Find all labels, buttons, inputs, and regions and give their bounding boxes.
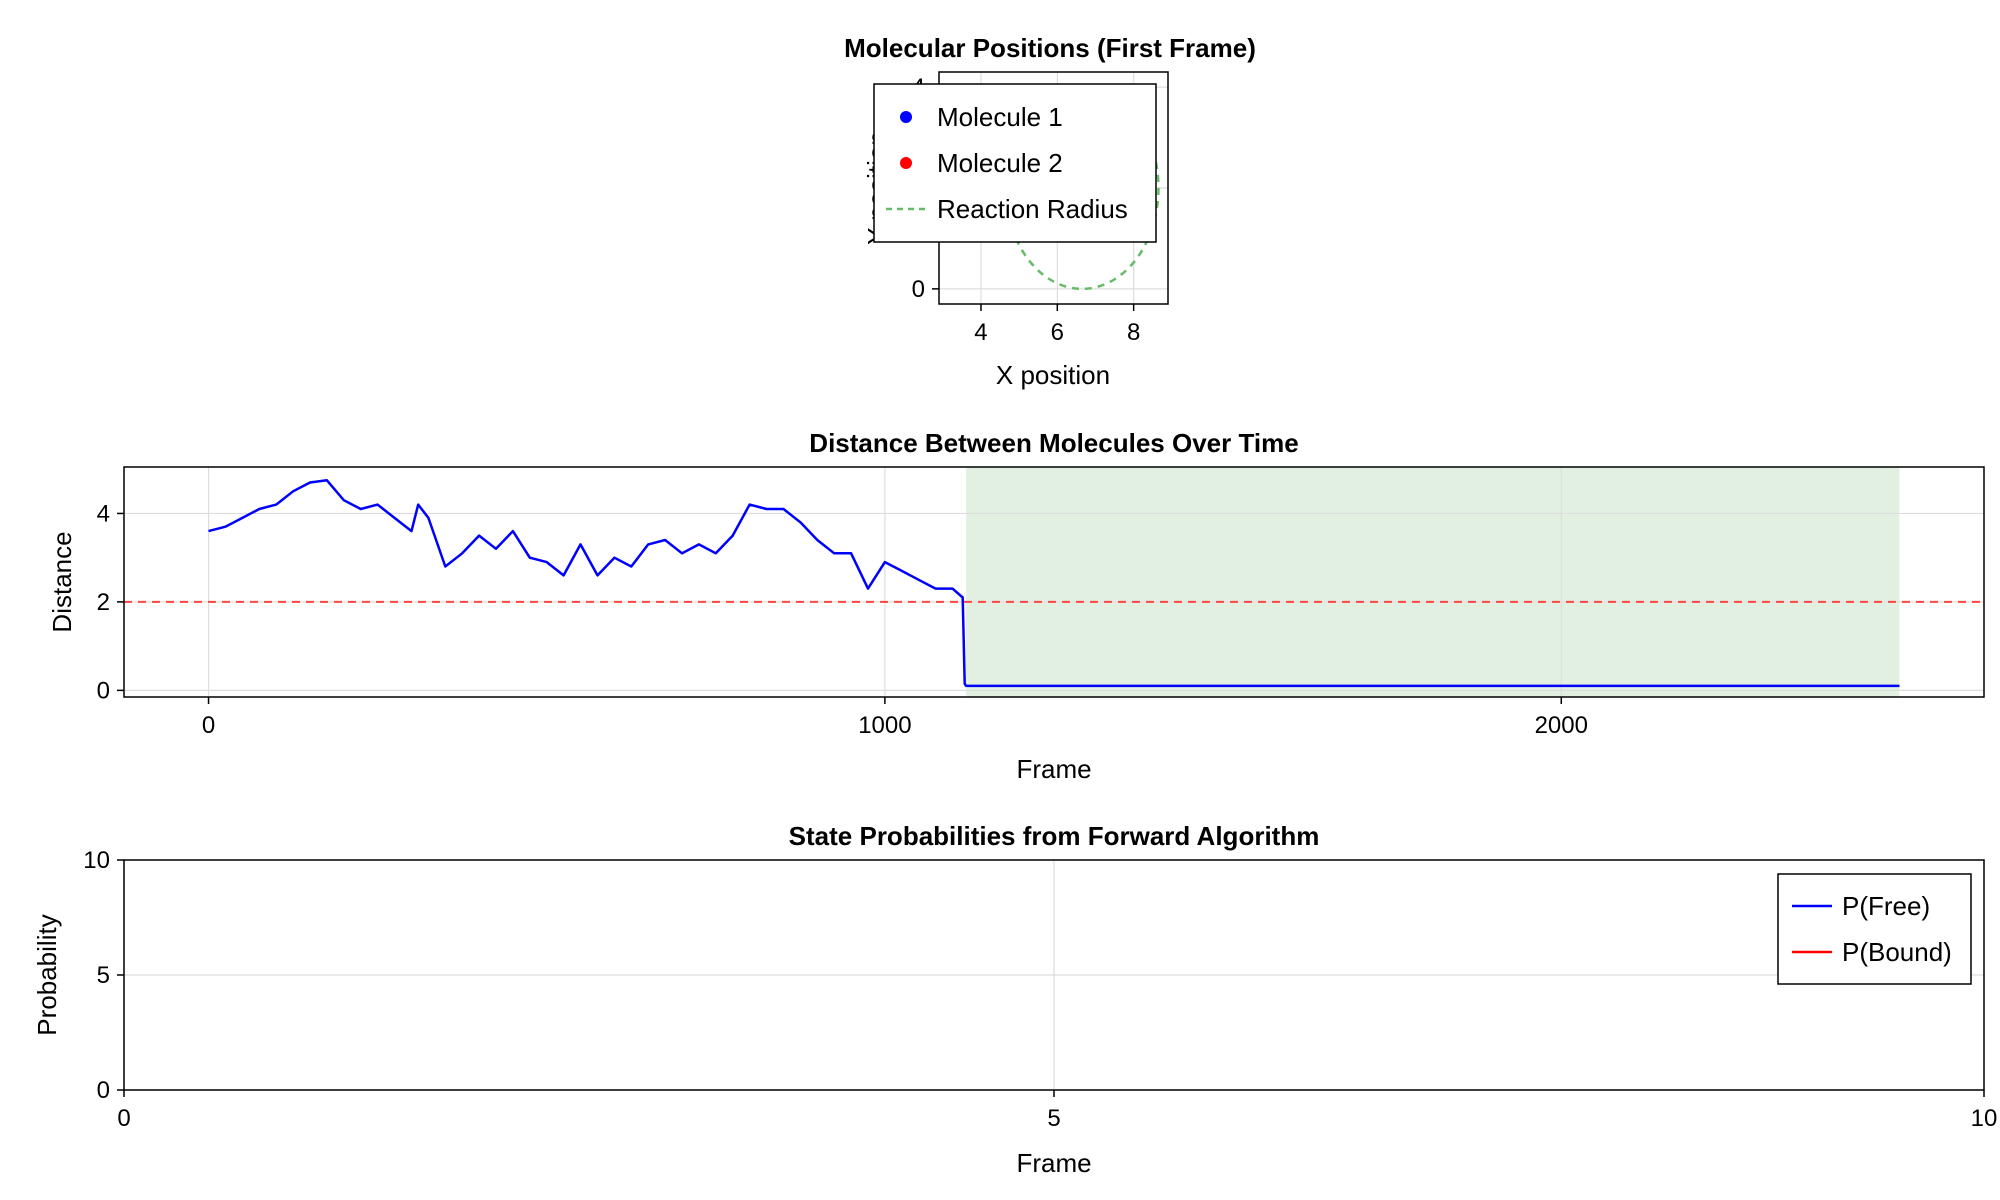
legend-molecule-2-marker	[900, 157, 912, 169]
probabilities-y-ticks: 0 5 10	[83, 847, 124, 1104]
bound-region-rect	[966, 467, 1900, 697]
positions-legend-box	[873, 83, 1157, 243]
positions-x-label: X position	[996, 360, 1110, 390]
legend-p-free-label: P(Free)	[1842, 891, 1930, 921]
distance-plot-area	[208, 479, 1900, 688]
probabilities-legend: P(Free) P(Bound)	[1777, 873, 1972, 985]
positions-x-tick-label: 4	[974, 319, 987, 346]
legend-reaction-radius-label: Reaction Radius	[937, 194, 1128, 224]
probabilities-y-tick-label: 0	[97, 1077, 110, 1104]
positions-panel: Molecular Positions (First Frame) 468 02…	[844, 33, 1256, 390]
distance-x-ticks: 0 1000 2000	[202, 697, 1588, 739]
probabilities-legend-box	[1777, 873, 1972, 985]
probabilities-y-label: Probability	[32, 914, 62, 1035]
distance-y-tick-label: 4	[97, 500, 110, 527]
legend-molecule-2-label: Molecule 2	[937, 148, 1063, 178]
positions-y-tick-label: 0	[912, 276, 925, 303]
distance-y-ticks: 0 2 4	[97, 500, 124, 704]
legend-molecule-1-marker	[900, 111, 912, 123]
distance-x-tick-label: 2000	[1535, 712, 1588, 739]
probabilities-x-tick-label: 10	[1971, 1105, 1998, 1132]
distance-x-tick-label: 0	[202, 712, 215, 739]
positions-x-tick-label: 8	[1127, 319, 1140, 346]
probabilities-y-tick-label: 10	[83, 847, 110, 874]
probabilities-x-tick-label: 5	[1047, 1105, 1060, 1132]
distance-frame	[123, 466, 1985, 698]
probabilities-panel: State Probabilities from Forward Algorit…	[32, 821, 1997, 1178]
distance-title: Distance Between Molecules Over Time	[809, 428, 1298, 458]
positions-x-ticks: 4 6 8	[974, 304, 1140, 346]
legend-molecule-1-label: Molecule 1	[937, 102, 1063, 132]
distance-x-tick-label: 1000	[858, 712, 911, 739]
bound-region-shading	[966, 467, 1900, 697]
probabilities-y-tick-label: 5	[97, 962, 110, 989]
probabilities-x-ticks: 0 5 10	[117, 1090, 1997, 1132]
legend-p-bound-label: P(Bound)	[1842, 937, 1952, 967]
distance-y-tick-label: 2	[97, 589, 110, 616]
distance-series-line	[208, 479, 1900, 688]
probabilities-x-tick-label: 0	[117, 1105, 130, 1132]
probabilities-title: State Probabilities from Forward Algorit…	[789, 821, 1320, 851]
distance-x-label: Frame	[1016, 754, 1091, 784]
positions-x-tick-label: 6	[1051, 319, 1064, 346]
probabilities-x-label: Frame	[1016, 1148, 1091, 1178]
probabilities-grid	[123, 859, 1985, 1091]
distance-panel: Distance Between Molecules Over Time 0 10…	[47, 428, 1985, 784]
distance-y-label: Distance	[47, 531, 77, 632]
positions-title: Molecular Positions (First Frame)	[844, 33, 1256, 63]
positions-legend: Molecule 1 Molecule 2 Reaction Radius	[873, 83, 1157, 243]
distance-y-tick-label: 0	[97, 677, 110, 704]
